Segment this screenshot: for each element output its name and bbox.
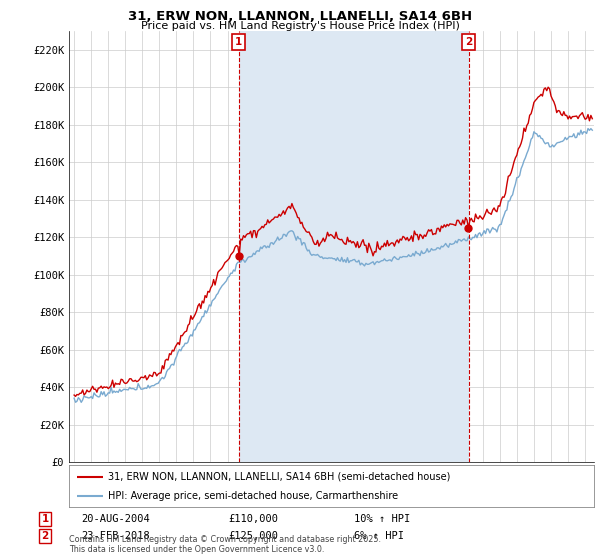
Text: 31, ERW NON, LLANNON, LLANELLI, SA14 6BH: 31, ERW NON, LLANNON, LLANELLI, SA14 6BH xyxy=(128,10,472,23)
Text: £110,000: £110,000 xyxy=(228,514,278,524)
Text: 1: 1 xyxy=(235,37,242,47)
Text: 1: 1 xyxy=(41,514,49,524)
Text: 2: 2 xyxy=(41,531,49,541)
Text: 31, ERW NON, LLANNON, LLANELLI, SA14 6BH (semi-detached house): 31, ERW NON, LLANNON, LLANELLI, SA14 6BH… xyxy=(109,472,451,482)
Text: 20-AUG-2004: 20-AUG-2004 xyxy=(81,514,150,524)
Text: 10% ↑ HPI: 10% ↑ HPI xyxy=(354,514,410,524)
Text: 23-FEB-2018: 23-FEB-2018 xyxy=(81,531,150,541)
Text: HPI: Average price, semi-detached house, Carmarthenshire: HPI: Average price, semi-detached house,… xyxy=(109,491,398,501)
Bar xyxy=(239,31,469,462)
Text: 2: 2 xyxy=(465,37,472,47)
Text: £125,000: £125,000 xyxy=(228,531,278,541)
Text: Contains HM Land Registry data © Crown copyright and database right 2025.
This d: Contains HM Land Registry data © Crown c… xyxy=(69,535,381,554)
Text: Price paid vs. HM Land Registry's House Price Index (HPI): Price paid vs. HM Land Registry's House … xyxy=(140,21,460,31)
Text: 6% ↑ HPI: 6% ↑ HPI xyxy=(354,531,404,541)
